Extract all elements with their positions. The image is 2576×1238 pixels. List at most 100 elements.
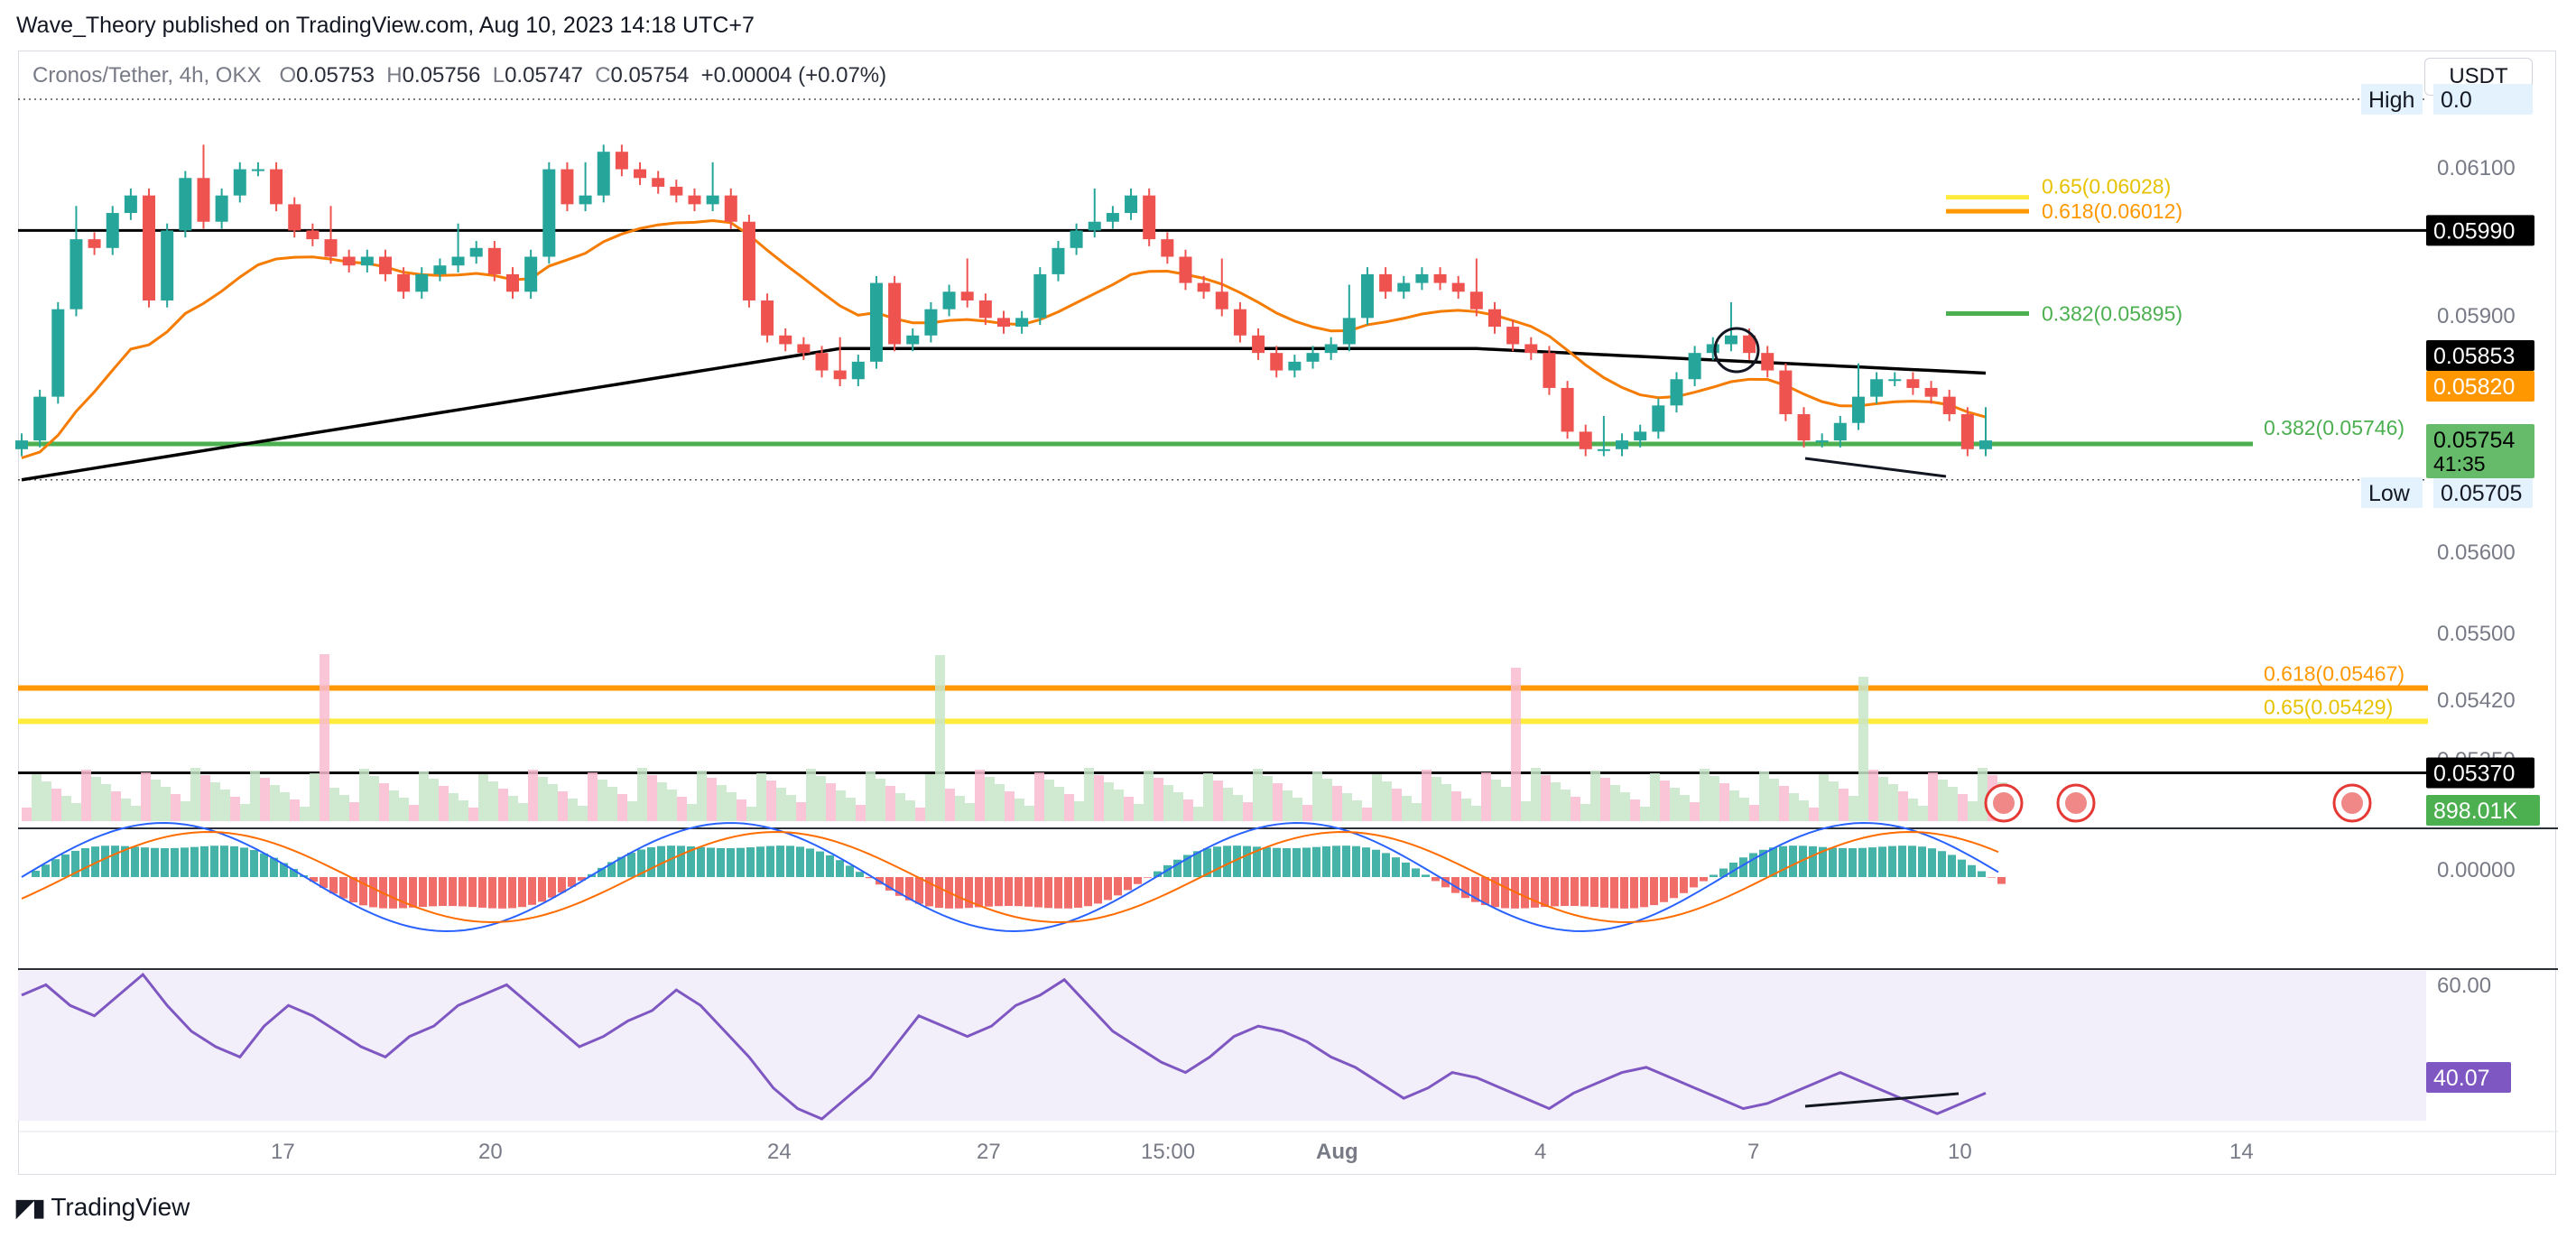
svg-text:Low: Low xyxy=(2368,481,2411,506)
volume-bar xyxy=(42,781,51,821)
macd-histogram-bar xyxy=(419,877,427,908)
candle-body xyxy=(33,396,47,441)
volume-bar xyxy=(1372,774,1382,821)
candle-body xyxy=(1797,414,1811,441)
volume-bar xyxy=(1104,782,1114,821)
volume-bar xyxy=(1024,806,1034,821)
volume-bar xyxy=(1928,772,1938,821)
macd-histogram-bar xyxy=(71,850,79,877)
price-tick-label: 0.06100 xyxy=(2437,156,2516,180)
candle-body xyxy=(670,186,683,196)
volume-bar xyxy=(498,789,508,821)
candle-body xyxy=(415,273,429,292)
volume-bar xyxy=(1719,783,1729,821)
macd-histogram-bar xyxy=(1362,847,1370,877)
candle-body xyxy=(888,282,902,345)
volume-bar xyxy=(161,787,171,821)
volume-bar xyxy=(468,808,478,821)
candle-body xyxy=(1215,291,1228,310)
macd-histogram-bar xyxy=(955,877,963,909)
volume-bar xyxy=(1422,770,1432,821)
volume-bar xyxy=(459,800,468,821)
fib-label: 0.618(0.06012) xyxy=(2042,199,2182,223)
volume-bar xyxy=(1958,794,1968,821)
divergence-line xyxy=(1804,457,1947,478)
candle-body xyxy=(1015,318,1029,328)
volume-bar xyxy=(518,803,528,821)
volume-bar xyxy=(101,784,111,821)
volume-bar xyxy=(478,774,488,821)
volume-bar xyxy=(1034,772,1044,821)
candle-body xyxy=(1342,318,1356,345)
volume-bar xyxy=(1173,792,1183,821)
macd-histogram-bar xyxy=(439,877,447,907)
volume-bar xyxy=(71,803,81,821)
volume-bar xyxy=(1154,778,1163,821)
macd-histogram-bar xyxy=(369,877,377,908)
volume-bar xyxy=(746,807,756,821)
macd-histogram-bar xyxy=(280,863,288,877)
macd-histogram-bar xyxy=(349,877,357,903)
volume-bar xyxy=(1898,791,1908,821)
macd-histogram-bar xyxy=(151,847,159,877)
volume-bar xyxy=(379,783,389,821)
volume-bar xyxy=(1402,796,1412,821)
volume-bar xyxy=(1839,789,1849,821)
candle-body xyxy=(1379,273,1393,292)
volume-bar xyxy=(1888,784,1898,821)
volume-bar xyxy=(1263,776,1273,821)
macd-histogram-bar xyxy=(1124,877,1132,891)
macd-histogram-bar xyxy=(518,877,526,908)
volume-bar xyxy=(876,779,885,821)
macd-histogram-bar xyxy=(171,847,179,877)
high-value: 0.05756 xyxy=(402,63,481,88)
volume-bar xyxy=(836,790,846,821)
volume-bar xyxy=(51,789,61,821)
macd-histogram-bar xyxy=(1571,877,1579,907)
tradingview-footer[interactable]: ◤▮ TradingView xyxy=(16,1193,190,1222)
candle-body xyxy=(1288,361,1302,371)
macd-histogram-bar xyxy=(717,847,725,877)
volume-bar xyxy=(637,768,647,821)
close-value: 0.05754 xyxy=(610,63,690,88)
volume-bar xyxy=(488,781,498,821)
macd-histogram-bar xyxy=(1561,877,1569,907)
macd-histogram-bar xyxy=(1193,851,1201,877)
macd-histogram-bar xyxy=(478,877,486,908)
volume-bar xyxy=(1243,802,1253,821)
volume-bar xyxy=(1491,780,1501,821)
rsi-line xyxy=(21,972,1987,1121)
candle-body xyxy=(1688,353,1701,380)
macd-histogram-bar xyxy=(1610,877,1618,909)
candle-body xyxy=(397,273,411,292)
macd-histogram-bar xyxy=(1849,847,1857,877)
candle-body xyxy=(1833,422,1847,441)
macd-histogram-bar xyxy=(1392,857,1400,877)
candle-body xyxy=(1506,327,1520,345)
volume-bar xyxy=(61,796,71,821)
macd-histogram-bar xyxy=(796,846,804,877)
macd-histogram-bar xyxy=(1015,877,1023,907)
macd-histogram-bar xyxy=(1719,868,1728,877)
symbol-name[interactable]: Cronos/Tether, 4h, OKX xyxy=(32,63,262,88)
macd-histogram-bar xyxy=(826,855,834,877)
volume-bar xyxy=(756,773,766,821)
macd-histogram-bar xyxy=(468,877,477,908)
macd-histogram-bar xyxy=(1312,846,1320,877)
macd-histogram-bar xyxy=(250,850,258,877)
macd-histogram-bar xyxy=(1531,877,1539,908)
rsi-divergence-line xyxy=(1804,1092,1960,1108)
volume-bar xyxy=(1551,782,1561,821)
macd-histogram-bar xyxy=(1154,871,1162,877)
macd-histogram-bar xyxy=(1094,877,1102,904)
candle-body xyxy=(1397,282,1411,292)
candle-body xyxy=(270,169,283,205)
volume-bar xyxy=(409,805,419,821)
volume-bar xyxy=(1630,799,1640,821)
macd-histogram-bar xyxy=(1223,845,1231,877)
volume-bar xyxy=(439,786,449,821)
macd-histogram-bar xyxy=(1858,847,1867,877)
candle-body xyxy=(51,309,65,397)
macd-histogram-bar xyxy=(915,877,923,904)
